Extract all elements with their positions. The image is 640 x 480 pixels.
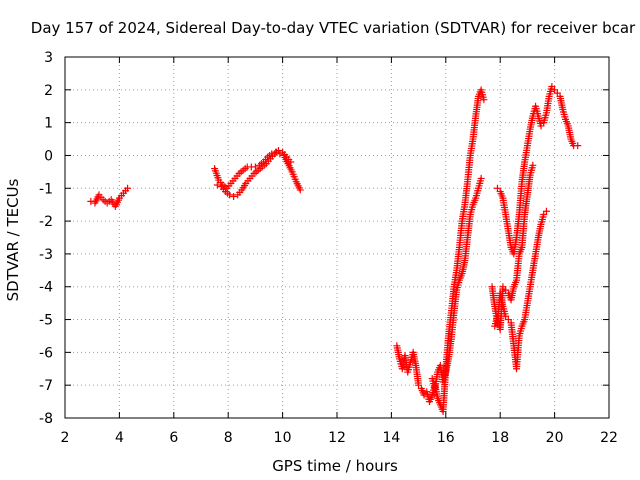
chart-title: Day 157 of 2024, Sidereal Day-to-day VTE… — [31, 19, 636, 37]
data-point-marker — [480, 96, 488, 104]
x-tick-label: 8 — [224, 430, 233, 446]
series-segment-4c — [491, 161, 537, 333]
data-point-marker — [529, 161, 537, 169]
x-tick-label: 14 — [382, 430, 400, 446]
x-tick-label: 12 — [328, 430, 346, 446]
grid — [65, 57, 609, 418]
data-point-marker — [287, 158, 295, 166]
x-axis-label: GPS time / hours — [272, 457, 398, 475]
plot-frame — [64, 56, 610, 419]
series-segment-4a — [493, 83, 582, 258]
x-tick-label: 16 — [437, 430, 455, 446]
y-tick-label: -3 — [39, 247, 53, 263]
y-tick-label: 2 — [44, 83, 53, 99]
y-tick-label: -1 — [39, 181, 53, 197]
x-tick-label: 6 — [169, 430, 178, 446]
series-segment-3b — [428, 174, 485, 392]
data-point-marker — [230, 192, 238, 200]
data-point-marker — [574, 142, 582, 150]
y-tick-label: -8 — [39, 411, 53, 427]
data-point-marker — [477, 174, 485, 182]
x-tick-label: 18 — [491, 430, 509, 446]
series-segment-3a — [393, 86, 488, 415]
y-tick-label: -6 — [39, 345, 53, 361]
data-point-marker — [124, 184, 132, 192]
data-point-marker — [226, 191, 234, 199]
y-axis-label: SDTVAR / TECUs — [4, 178, 22, 301]
y-tick-label: -7 — [39, 378, 53, 394]
y-tick-label: -5 — [39, 313, 53, 329]
data-points — [87, 83, 582, 415]
y-tick-label: 1 — [44, 116, 53, 132]
x-tick-label: 2 — [61, 430, 70, 446]
y-tick-label: -4 — [39, 280, 53, 296]
x-tick-label: 4 — [115, 430, 124, 446]
data-point-marker — [213, 181, 221, 189]
x-tick-label: 22 — [600, 430, 618, 446]
data-point-marker — [542, 207, 550, 215]
y-tick-label: 0 — [44, 148, 53, 164]
series-segment-2b — [213, 147, 295, 200]
x-tick-label: 10 — [274, 430, 292, 446]
y-tick-label: 3 — [44, 50, 53, 66]
data-point-marker — [275, 147, 283, 155]
y-tick-label: -2 — [39, 214, 53, 230]
series-segment-2a — [211, 148, 304, 194]
x-tick-label: 20 — [546, 430, 564, 446]
series-segment-1 — [87, 184, 132, 210]
data-point-marker — [296, 186, 304, 194]
